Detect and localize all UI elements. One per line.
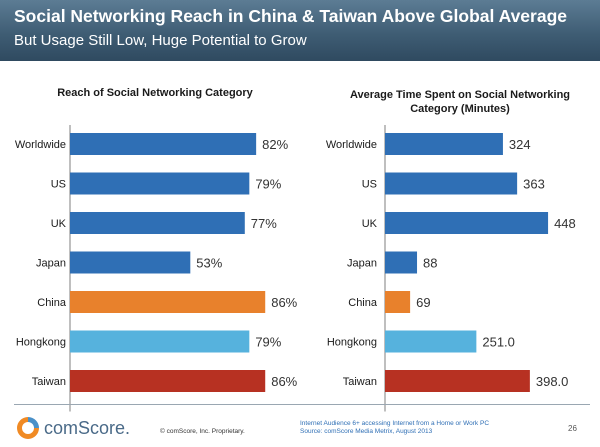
time-value-label: 448	[554, 216, 576, 231]
slide-header: Social Networking Reach in China & Taiwa…	[0, 0, 600, 61]
reach-bar-japan	[70, 251, 191, 274]
reach-category-label: Taiwan	[32, 376, 66, 388]
reach-value-label: 86%	[271, 295, 297, 310]
time-value-label: 363	[523, 177, 545, 192]
reach-category-label: UK	[51, 218, 67, 230]
comscore-mark-icon	[17, 417, 39, 439]
reach-value-label: 86%	[271, 374, 297, 389]
slide-subtitle: But Usage Still Low, Huge Potential to G…	[14, 32, 307, 49]
reach-bar-hongkong	[70, 330, 250, 353]
source-note: Internet Audience 6+ accessing Internet …	[300, 420, 489, 436]
time-value-label: 69	[416, 295, 430, 310]
reach-category-label: Hongkong	[16, 337, 66, 349]
reach-bar-taiwan	[70, 370, 266, 392]
time-category-label: US	[362, 179, 377, 191]
reach-value-label: 79%	[255, 335, 281, 350]
reach-bar-us	[70, 172, 250, 195]
time-bar-worldwide	[385, 133, 503, 155]
reach-category-label: China	[37, 297, 67, 309]
reach-category-label: Japan	[36, 258, 66, 270]
time-value-label: 251.0	[482, 335, 515, 350]
comscore-logo: comScore.	[17, 417, 130, 439]
time-value-label: 88	[423, 256, 437, 271]
time-category-label: Worldwide	[326, 139, 377, 151]
reach-category-label: US	[51, 179, 66, 191]
reach-value-label: 53%	[196, 256, 222, 271]
reach-bar-china	[70, 291, 266, 313]
time-category-label: UK	[362, 218, 378, 230]
copyright-text: © comScore, Inc. Proprietary.	[160, 428, 245, 435]
reach-value-label: 79%	[255, 177, 281, 192]
footer-divider	[14, 404, 590, 405]
time-value-label: 398.0	[536, 374, 569, 389]
time-bar-taiwan	[385, 370, 530, 392]
time-category-label: China	[348, 297, 378, 309]
time-value-label: 324	[509, 137, 531, 152]
brand-name: comScore.	[44, 418, 130, 438]
time-bar-uk	[385, 212, 549, 234]
reach-category-label: Worldwide	[15, 139, 66, 151]
time-category-label: Taiwan	[343, 376, 377, 388]
reach-bar-uk	[70, 212, 245, 234]
reach-bar-worldwide	[70, 133, 257, 155]
source-line-1: Internet Audience 6+ accessing Internet …	[300, 420, 490, 427]
reach-chart-title: Reach of Social Networking Category	[57, 87, 253, 99]
slide-title: Social Networking Reach in China & Taiwa…	[14, 6, 567, 26]
source-line-2: Source: comScore Media Metrix, August 20…	[300, 428, 433, 435]
time-chart-title: Average Time Spent on Social Networking …	[349, 89, 571, 115]
time-category-label: Hongkong	[327, 337, 377, 349]
time-bar-hongkong	[385, 330, 477, 353]
reach-value-label: 77%	[251, 216, 277, 231]
time-bar-japan	[385, 251, 418, 274]
time-bar-china	[385, 291, 411, 313]
time-category-label: Japan	[347, 258, 377, 270]
page-number: 26	[568, 424, 577, 433]
time-bar-us	[385, 172, 518, 195]
reach-value-label: 82%	[262, 137, 288, 152]
